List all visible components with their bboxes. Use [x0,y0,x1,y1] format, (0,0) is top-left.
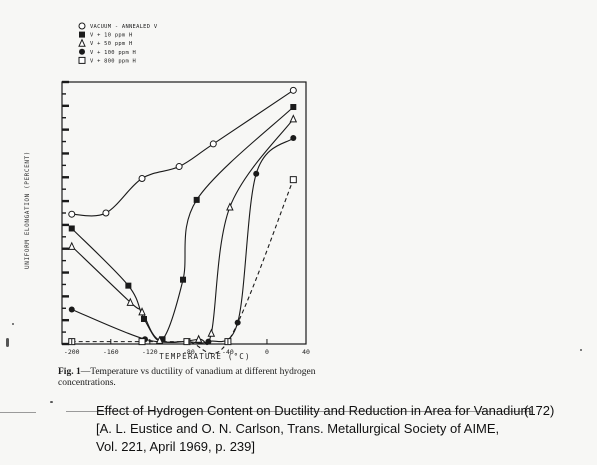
x-tick-label: 40 [302,348,310,356]
data-point-series-3 [226,202,234,211]
series-line-4 [71,137,294,344]
data-point-series-2 [68,225,75,232]
legend-label-4: V + 100 ppm H [90,50,136,56]
series-line-1 [71,89,294,217]
legend-marker-3 [78,38,86,47]
x-tick-label: -40 [222,348,234,356]
data-point-series-2 [125,282,132,289]
divider-right [66,411,532,412]
data-point-series-1 [289,86,297,94]
data-point-series-4 [234,319,241,326]
source-volume: Vol. 221, April 1969, p. 239] [96,439,256,454]
figure-caption-text: —Temperature vs ductility of vanadium at… [58,367,316,388]
data-point-series-2 [290,104,297,111]
legend-label-1: VACUUM - ANNEALED V [90,24,158,30]
source-title: Effect of Hydrogen Content on Ductility … [96,403,532,418]
source-citation: [A. L. Eustice and O. N. Carlson, Trans.… [96,421,500,436]
x-tick-label: -160 [103,348,119,356]
data-point-series-1 [138,174,146,182]
legend-label-3: V + 50 ppm H [90,41,133,47]
plot-frame [61,81,307,345]
series-line-2 [71,106,294,342]
data-point-series-3 [67,241,76,250]
data-point-series-2 [193,196,200,203]
data-point-series-3 [138,307,146,316]
divider-left [0,412,36,413]
page-number: (172) [524,403,555,418]
figure-caption: Fig. 1—Temperature vs ductility of vanad… [58,367,318,389]
legend-label-2: V + 10 ppm H [90,33,133,39]
data-point-series-1 [209,140,217,148]
data-point-series-3 [126,297,135,306]
data-point-series-1 [175,163,183,171]
data-point-series-2 [159,336,166,343]
figure-label: Fig. 1 [58,367,81,377]
scan-speck [6,338,9,347]
data-point-series-5 [183,338,191,346]
legend-marker-4 [79,48,85,55]
data-point-series-3 [207,328,216,337]
x-tick-label: -80 [183,348,195,356]
data-point-series-4 [68,306,75,313]
data-point-series-3 [289,114,298,123]
data-point-series-4 [205,338,212,345]
x-tick-label: -120 [142,348,158,356]
legend-marker-2 [79,31,85,38]
legend-label-5: V + 800 ppm H [90,58,136,64]
data-point-series-2 [180,276,187,283]
data-point-series-5 [138,338,146,346]
data-point-series-4 [253,170,260,177]
y-axis-title: UNIFORM ELONGATION (PERCENT) [24,151,31,269]
series-line-5 [71,179,294,355]
x-tick-label: 0 [265,348,269,356]
scan-speck [580,349,582,351]
scan-speck [50,401,53,403]
legend-marker-1 [78,22,86,30]
data-point-series-3 [194,334,203,343]
x-tick-label: -200 [64,348,80,356]
scan-speck [12,323,14,325]
series-line-3 [71,118,294,346]
data-point-series-2 [140,315,147,322]
data-point-series-5 [289,176,297,184]
data-point-series-1 [102,209,110,217]
x-axis-title: TEMPERATURE (°C) [159,352,250,361]
data-point-series-4 [290,134,297,141]
legend-marker-5 [78,56,86,64]
data-point-series-3 [155,335,164,344]
data-point-series-1 [68,210,76,218]
